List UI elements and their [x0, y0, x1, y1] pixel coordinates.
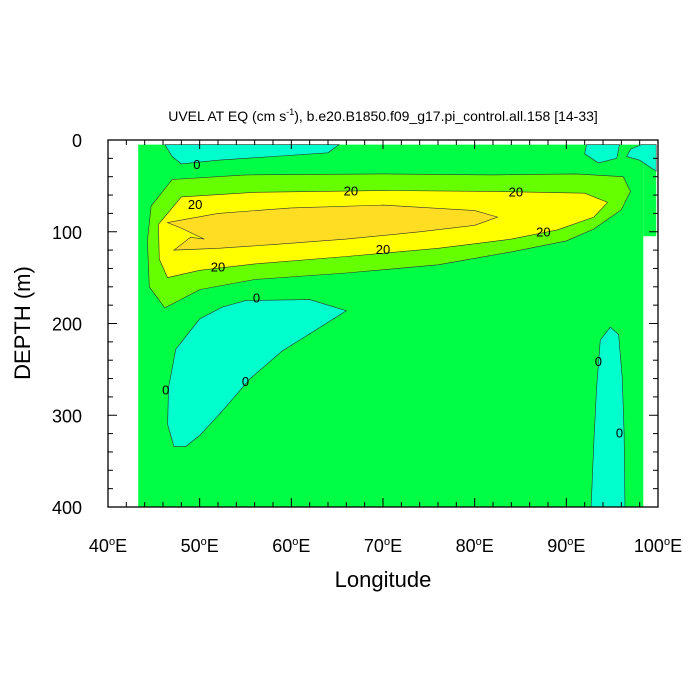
x-tick-label: 50oE [181, 536, 219, 556]
contour-label-8: 0 [242, 374, 249, 389]
chart-title: UVEL AT EQ (cm s-1), b.e20.B1850.f09_g17… [168, 107, 598, 124]
contour-region-neg-east-strip [590, 326, 626, 508]
contour-label-3: 20 [509, 184, 523, 199]
x-tick-label: 60oE [272, 536, 310, 556]
contour-label-7: 0 [253, 291, 260, 306]
contour-region-neg-west-lens [167, 299, 348, 447]
contour-label-10: 0 [595, 354, 602, 369]
contour-label-6: 20 [211, 260, 225, 275]
chart-title-main: UVEL AT EQ (cm s [168, 108, 286, 124]
contour-label-5: 20 [376, 242, 390, 257]
chart-title-superscript: -1 [286, 107, 294, 117]
y-tick-label: 0 [72, 131, 82, 151]
x-axis-title: Longitude [335, 567, 432, 592]
x-tick-label: 80oE [456, 536, 494, 556]
contour-region-core-30 [166, 204, 499, 251]
contour-regions [138, 144, 657, 508]
x-tick-label: 90oE [547, 536, 585, 556]
contour-label-0: 0 [193, 157, 200, 172]
x-tick-label: 100oE [634, 536, 682, 556]
y-axis-title: DEPTH (m) [10, 266, 35, 380]
contour-label-11: 0 [616, 426, 623, 441]
x-axis: 40oE 50oE 60oE 70oE 80oE 90oE 100oE [89, 140, 682, 556]
contour-region-neg-top-east [584, 144, 620, 164]
contour-labels: 0 20 20 20 20 20 20 0 0 0 0 0 [162, 157, 623, 441]
y-tick-label: 100 [52, 223, 82, 243]
x-tick-label: 40oE [89, 536, 127, 556]
y-tick-label: 300 [52, 406, 82, 426]
contour-label-4: 20 [536, 225, 550, 240]
contour-label-1: 20 [188, 197, 202, 212]
contour-region-neg-top-far-east [626, 144, 657, 172]
contour-label-2: 20 [344, 183, 358, 198]
y-tick-label: 200 [52, 315, 82, 335]
contour-region-neg-top-west [164, 144, 340, 165]
contour-label-9: 0 [162, 383, 169, 398]
chart-title-rest: ), b.e20.B1850.f09_g17.pi_control.all.15… [294, 108, 598, 124]
x-tick-label: 70oE [364, 536, 402, 556]
y-tick-label: 400 [52, 498, 82, 518]
